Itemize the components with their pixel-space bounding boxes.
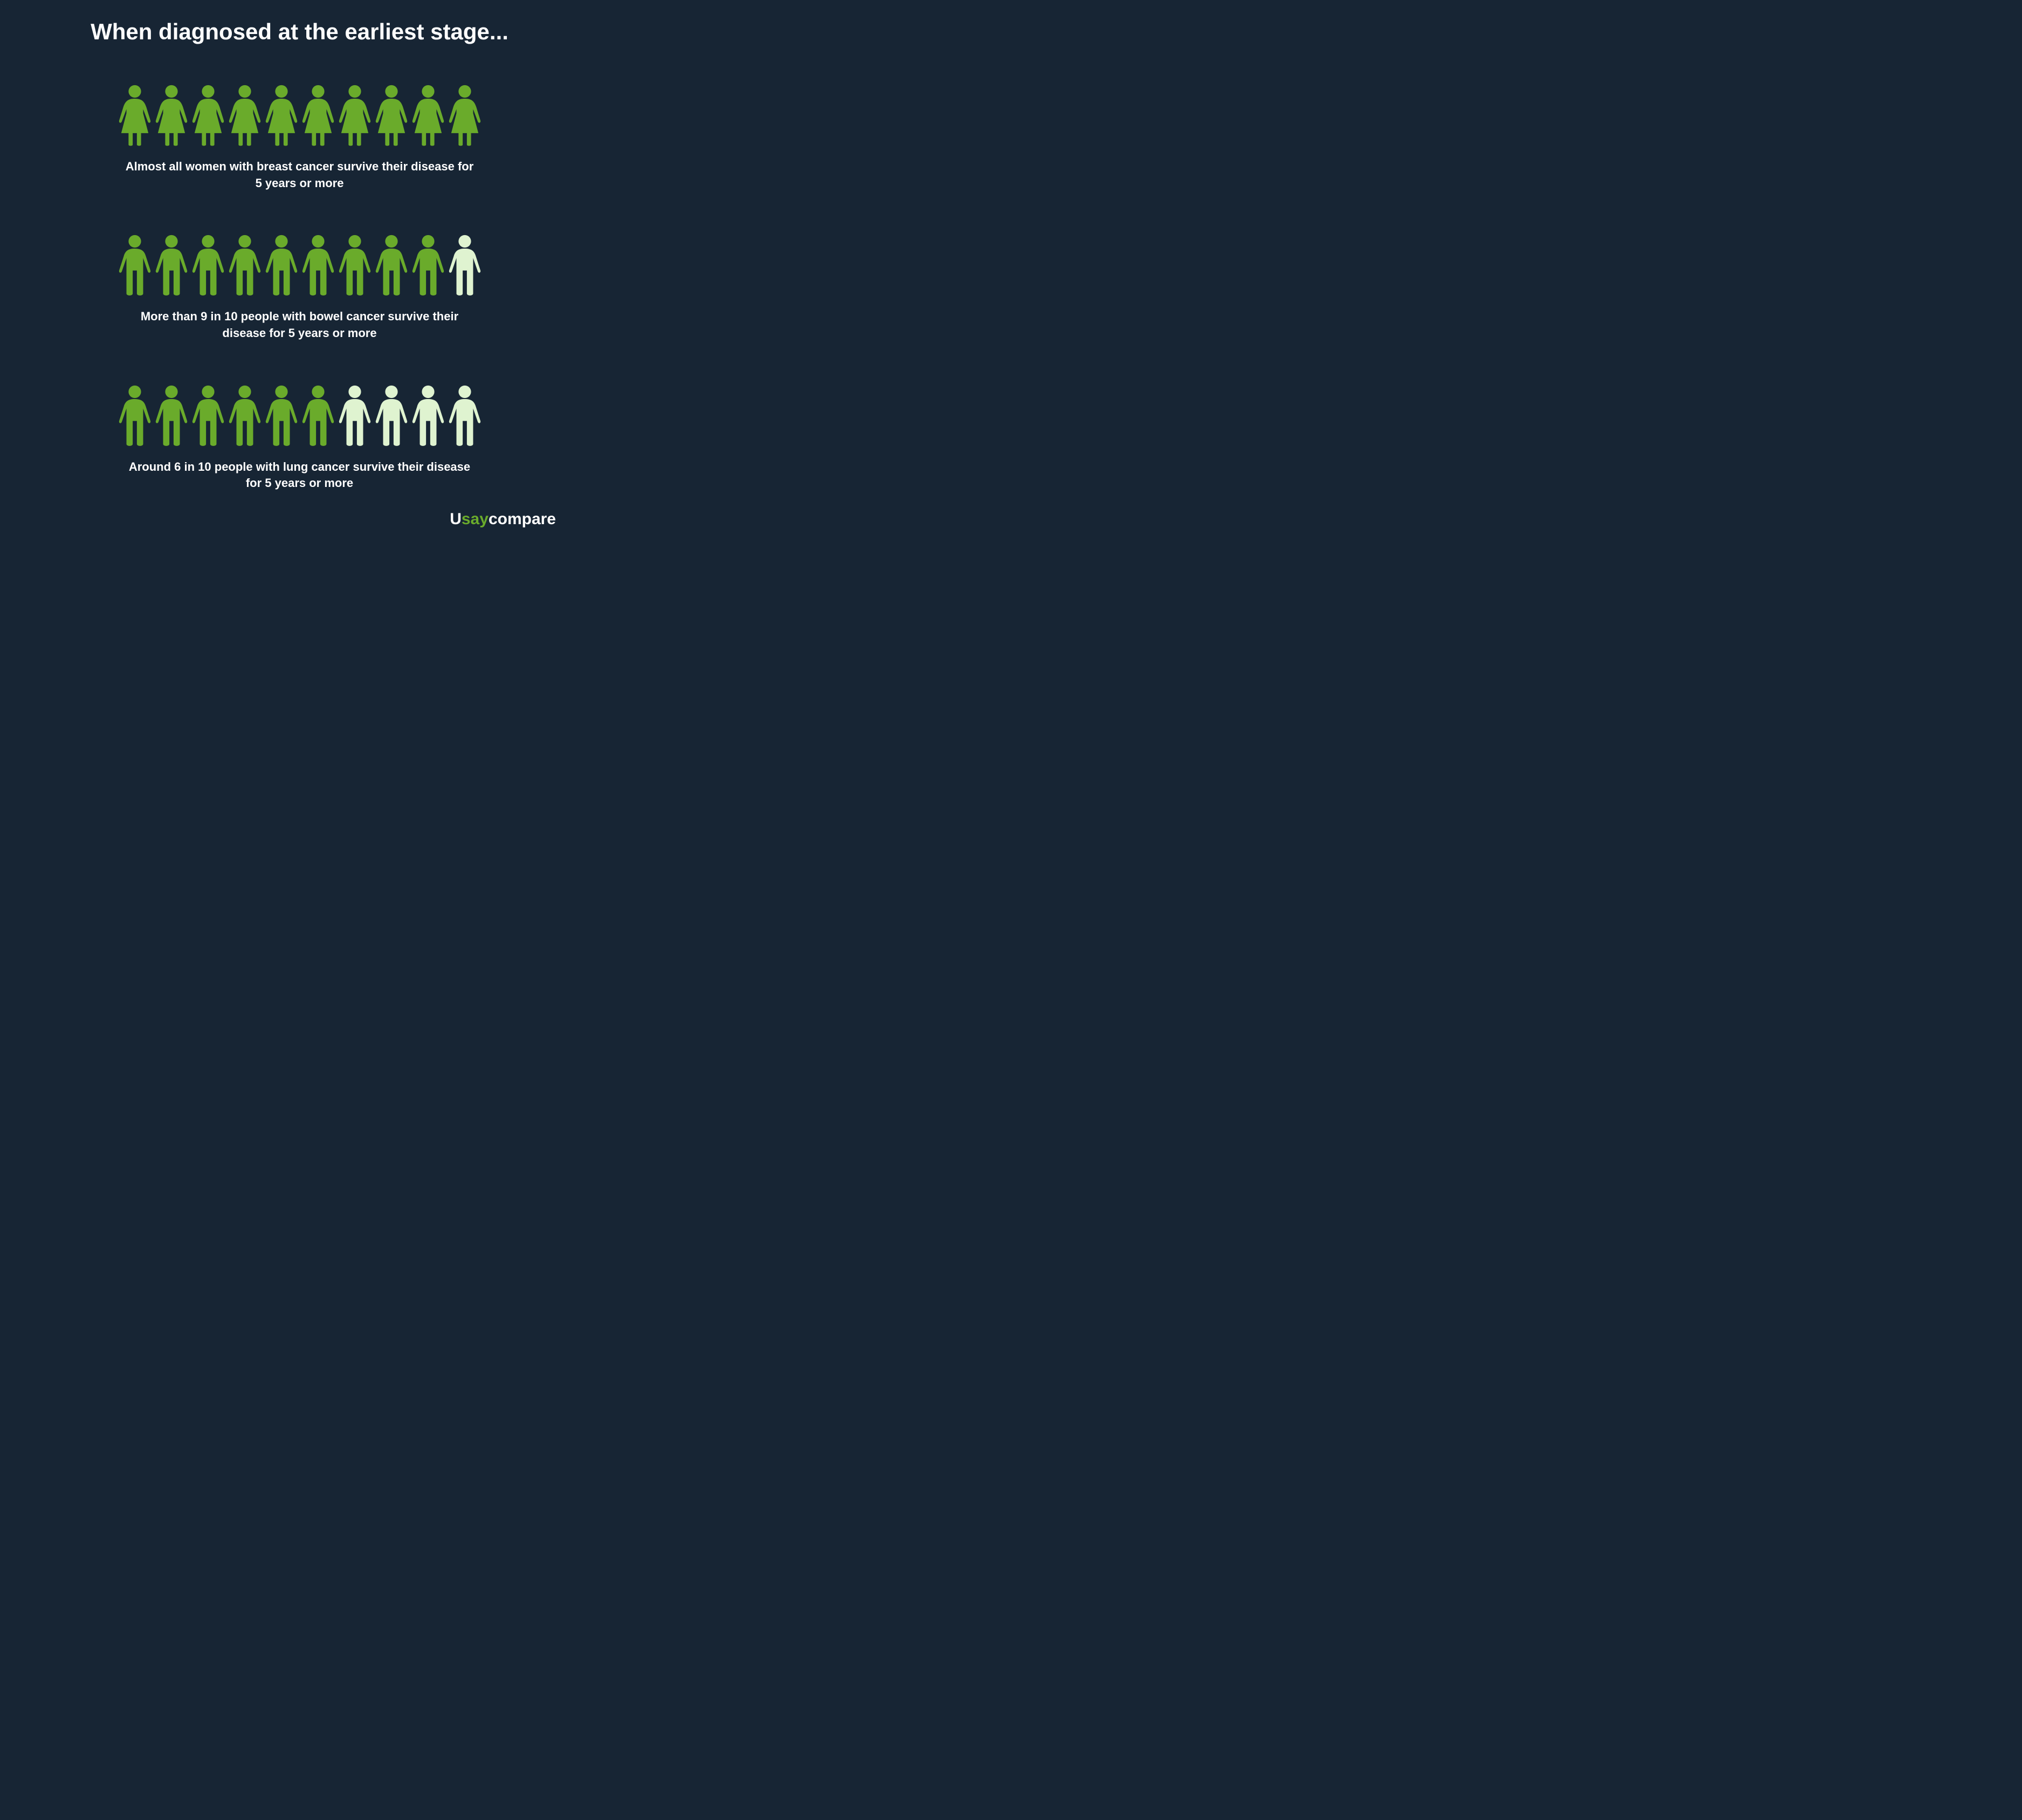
brand-compare: compare [489,510,556,528]
page-title: When diagnosed at the earliest stage... [38,19,561,45]
figure-row [116,233,483,298]
section-caption: Around 6 in 10 people with lung cancer s… [125,459,475,492]
brand-u: U [450,510,462,528]
figure-row [116,83,483,148]
person-female-icon [443,83,486,148]
figure-row [116,383,483,448]
brand-logo: Usaycompare [38,510,561,528]
brand-say: say [462,510,489,528]
section-bowel: More than 9 in 10 people with bowel canc… [38,233,561,342]
section-caption: Almost all women with breast cancer surv… [125,159,475,192]
person-male-icon [443,233,486,298]
section-breast: Almost all women with breast cancer surv… [38,83,561,192]
sections-container: Almost all women with breast cancer surv… [38,69,561,506]
section-caption: More than 9 in 10 people with bowel canc… [125,308,475,342]
section-lung: Around 6 in 10 people with lung cancer s… [38,383,561,492]
person-male-icon [443,383,486,448]
